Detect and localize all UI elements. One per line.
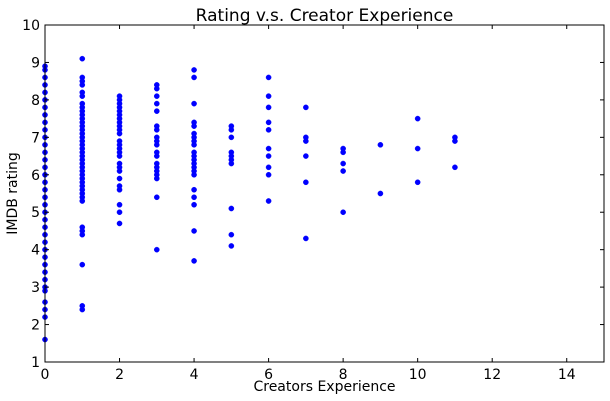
x-tick-label: 4 [190, 367, 199, 383]
plot-frame [44, 24, 605, 363]
data-point [265, 145, 272, 152]
data-point [79, 55, 86, 62]
data-point [303, 104, 309, 111]
data-point [79, 261, 86, 268]
data-point [377, 142, 384, 148]
data-point [153, 134, 160, 141]
y-tick-label: 5 [31, 205, 40, 221]
data-point [191, 149, 197, 156]
data-point [153, 160, 160, 167]
data-point [191, 258, 197, 264]
y-tick-label: 10 [22, 18, 40, 34]
data-point [340, 160, 346, 167]
data-point [228, 123, 235, 129]
y-tick-label: 9 [31, 55, 40, 71]
y-tick-label: 8 [31, 93, 40, 109]
data-point [265, 119, 272, 126]
data-point [79, 303, 86, 309]
data-point [414, 145, 421, 152]
data-point [191, 186, 197, 193]
data-point [228, 205, 235, 212]
data-point [265, 164, 272, 171]
data-point [452, 134, 458, 141]
data-point [153, 100, 160, 107]
data-point [153, 123, 160, 129]
data-point [153, 246, 160, 253]
data-point [116, 201, 123, 208]
data-point [303, 179, 309, 186]
y-tick-label: 1 [31, 355, 40, 371]
x-tick-label: 8 [339, 367, 348, 383]
data-point [191, 228, 197, 234]
data-point [153, 93, 160, 99]
data-point [153, 194, 160, 201]
x-axis-label: Creators Experience [253, 379, 395, 395]
data-point [116, 220, 123, 227]
data-point [79, 74, 86, 81]
data-point [116, 160, 123, 167]
plot-area [42, 55, 458, 343]
data-point [191, 194, 197, 201]
data-point [153, 108, 160, 114]
data-point [414, 179, 421, 186]
data-point [303, 235, 309, 242]
data-point [116, 138, 123, 144]
data-point [79, 224, 86, 230]
data-point [265, 93, 272, 99]
y-tick-label: 2 [31, 318, 40, 334]
x-tick-label: 0 [41, 367, 50, 383]
data-point [153, 149, 160, 156]
x-tick-label: 12 [483, 367, 501, 383]
data-point [228, 149, 235, 156]
data-point [228, 243, 235, 249]
data-point [191, 100, 197, 107]
x-tick-label: 10 [409, 367, 427, 383]
data-point [265, 74, 272, 81]
data-point [191, 74, 197, 81]
data-point [116, 183, 123, 189]
data-point [452, 164, 458, 171]
data-point [79, 89, 86, 96]
data-point [79, 100, 86, 107]
data-point [191, 119, 197, 126]
y-tick-label: 4 [31, 243, 40, 259]
data-point [265, 127, 272, 133]
data-point [340, 145, 346, 152]
data-point [265, 104, 272, 111]
y-axis-label: IMDB rating [5, 152, 21, 235]
data-point [265, 153, 272, 159]
data-point [191, 201, 197, 208]
x-tick-label: 14 [558, 367, 576, 383]
data-point [265, 198, 272, 204]
data-point [116, 209, 123, 216]
data-point [228, 231, 235, 238]
chart-title: Rating v.s. Creator Experience [196, 6, 454, 26]
y-tick-label: 7 [31, 130, 40, 146]
x-tick-label: 6 [264, 367, 273, 383]
data-point [340, 209, 346, 216]
data-point [191, 67, 197, 73]
x-tick-label: 2 [115, 367, 124, 383]
y-tick-label: 6 [31, 168, 40, 184]
data-point [340, 168, 346, 174]
data-point [303, 153, 309, 159]
data-point [153, 82, 160, 88]
data-point [377, 190, 384, 197]
data-point [228, 134, 235, 141]
y-tick-label: 3 [31, 280, 40, 296]
data-point [303, 134, 309, 141]
data-point [116, 175, 123, 182]
data-point [265, 171, 272, 178]
data-point [116, 93, 123, 99]
data-point [414, 115, 421, 122]
data-point [191, 130, 197, 137]
